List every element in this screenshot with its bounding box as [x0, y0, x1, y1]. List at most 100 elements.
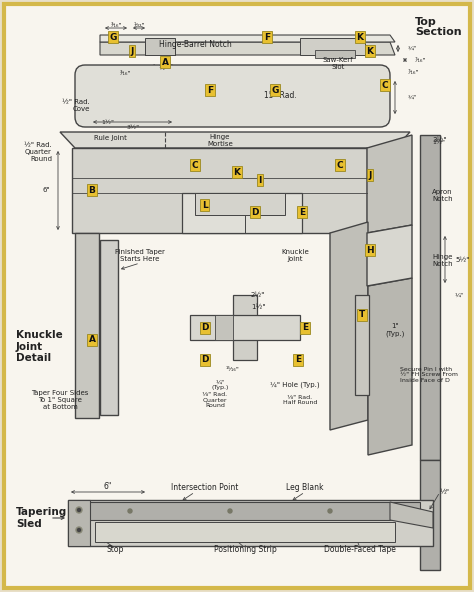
Text: ³⁄₁₆": ³⁄₁₆"	[110, 22, 122, 27]
Text: ¹⁵⁄₁₆": ¹⁵⁄₁₆"	[226, 368, 240, 372]
Text: E: E	[302, 323, 308, 333]
Bar	[95, 522, 395, 542]
Bar	[300, 38, 365, 55]
Polygon shape	[367, 225, 412, 286]
Text: Apron
Notch: Apron Notch	[432, 188, 453, 201]
Text: A: A	[89, 336, 95, 345]
Text: 1½": 1½"	[432, 140, 445, 144]
Text: ¼"
(Typ.): ¼" (Typ.)	[211, 379, 228, 390]
Circle shape	[77, 529, 81, 532]
Bar	[68, 500, 90, 546]
Text: Rule Joint: Rule Joint	[93, 135, 127, 141]
Polygon shape	[100, 42, 395, 55]
Text: 1½": 1½"	[101, 120, 115, 124]
Bar	[233, 295, 257, 360]
Text: J: J	[130, 47, 134, 56]
Text: Positioning Strip: Positioning Strip	[214, 545, 276, 555]
Bar	[315, 50, 355, 58]
Text: T: T	[359, 310, 365, 320]
Text: ¾": ¾"	[408, 95, 417, 99]
Text: C: C	[337, 160, 343, 169]
Text: ¼": ¼"	[455, 292, 464, 298]
Bar	[195, 193, 285, 215]
Text: A: A	[162, 57, 168, 66]
Polygon shape	[100, 35, 395, 42]
Text: Taper Four Sides
To 1" Square
at Bottom: Taper Four Sides To 1" Square at Bottom	[31, 390, 89, 410]
Text: H: H	[366, 246, 374, 255]
Text: 2½": 2½"	[251, 292, 265, 298]
Text: Knuckle
Joint
Detail: Knuckle Joint Detail	[16, 330, 63, 363]
Polygon shape	[330, 222, 368, 430]
Text: ¾": ¾"	[408, 46, 417, 50]
Polygon shape	[367, 135, 412, 233]
Circle shape	[328, 509, 332, 513]
Circle shape	[128, 509, 132, 513]
Text: D: D	[201, 356, 209, 365]
Text: E: E	[299, 208, 305, 217]
Text: Intersection Point: Intersection Point	[171, 484, 239, 493]
Polygon shape	[368, 278, 412, 455]
Bar	[100, 240, 118, 415]
Text: ½": ½"	[158, 66, 168, 72]
Text: Leg Blank: Leg Blank	[286, 484, 324, 493]
Text: B: B	[89, 185, 95, 195]
Text: Section: Section	[415, 27, 462, 37]
Text: Hinge
Notch: Hinge Notch	[432, 253, 453, 266]
Text: L: L	[202, 201, 208, 210]
Bar	[68, 500, 433, 546]
Bar	[190, 315, 300, 340]
Bar	[145, 38, 175, 55]
Text: J: J	[368, 170, 372, 179]
Circle shape	[76, 527, 82, 533]
Circle shape	[77, 509, 81, 511]
Bar	[420, 135, 440, 460]
Text: Hinge
Mortise: Hinge Mortise	[207, 134, 233, 146]
Text: G: G	[271, 85, 279, 95]
Text: ⅛" Rad.
Quarter
Round: ⅛" Rad. Quarter Round	[202, 392, 228, 408]
Text: ¼" Hole (Typ.): ¼" Hole (Typ.)	[270, 382, 320, 388]
Text: 1"
(Typ.): 1" (Typ.)	[385, 323, 405, 337]
Text: Hinge-Barrel Notch: Hinge-Barrel Notch	[159, 40, 231, 49]
Text: 3½": 3½"	[432, 137, 447, 143]
Text: Stop: Stop	[106, 545, 124, 555]
Bar	[75, 233, 99, 418]
Text: Top: Top	[415, 17, 437, 27]
Text: F: F	[264, 33, 270, 41]
Bar	[182, 193, 302, 233]
Text: ³⁄₁₆": ³⁄₁₆"	[120, 70, 131, 76]
Bar	[215, 315, 233, 340]
Text: ⁷⁄₁₆": ⁷⁄₁₆"	[408, 69, 419, 75]
Circle shape	[76, 507, 82, 513]
Text: Knuckle
Joint: Knuckle Joint	[281, 249, 309, 262]
Text: D: D	[251, 208, 259, 217]
Bar	[420, 460, 440, 570]
Polygon shape	[60, 132, 410, 148]
Text: Secure Pin I with
½" FH Screw From
Inside Face of D: Secure Pin I with ½" FH Screw From Insid…	[400, 366, 458, 383]
FancyBboxPatch shape	[75, 65, 390, 127]
Text: D: D	[201, 323, 209, 333]
Text: 3½": 3½"	[127, 124, 139, 130]
Polygon shape	[390, 502, 433, 528]
Text: 1½": 1½"	[251, 304, 265, 310]
Text: 6": 6"	[42, 187, 50, 193]
Text: ⅛" Rad.
Half Round: ⅛" Rad. Half Round	[283, 395, 317, 406]
Text: K: K	[366, 47, 374, 56]
Circle shape	[228, 509, 232, 513]
Text: ⁷⁄₁₆": ⁷⁄₁₆"	[415, 57, 427, 63]
Text: G: G	[109, 33, 117, 41]
Text: Double-Faced Tape: Double-Faced Tape	[324, 545, 396, 555]
Bar	[72, 502, 420, 520]
Text: K: K	[234, 168, 240, 176]
Text: C: C	[191, 160, 198, 169]
Text: C: C	[382, 81, 388, 89]
Text: 6": 6"	[104, 482, 112, 491]
Text: 5½": 5½"	[455, 257, 469, 263]
Text: E: E	[295, 356, 301, 365]
Text: ½" Rad.
Cove: ½" Rad. Cove	[62, 98, 90, 111]
Bar	[355, 295, 369, 395]
Text: Finished Taper
Starts Here: Finished Taper Starts Here	[115, 249, 165, 262]
Text: I: I	[258, 175, 262, 185]
Text: ½" Rad.
Quarter
Round: ½" Rad. Quarter Round	[24, 142, 52, 162]
Text: K: K	[356, 33, 364, 41]
Text: 15" Rad.: 15" Rad.	[264, 91, 296, 99]
